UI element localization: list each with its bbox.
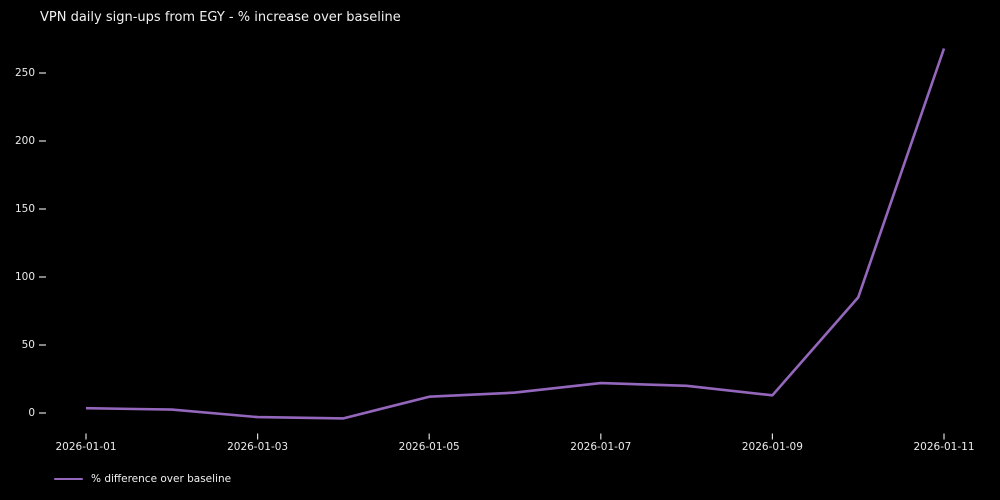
y-tick-label: 200	[14, 135, 35, 147]
x-tick-label: 2026-01-09	[741, 441, 803, 453]
x-tick-label: 2026-01-05	[398, 441, 460, 453]
y-tick-label: 150	[14, 203, 35, 215]
y-tick-label: 0	[28, 407, 35, 419]
x-tick-label: 2026-01-01	[55, 441, 117, 453]
y-tick-label: 50	[21, 339, 35, 351]
x-tick-label: 2026-01-07	[570, 441, 632, 453]
x-tick-label: 2026-01-03	[227, 441, 289, 453]
legend-label: % difference over baseline	[91, 473, 232, 485]
y-tick-label: 250	[14, 67, 35, 79]
legend-line-swatch	[54, 477, 83, 481]
x-tick-label: 2026-01-11	[913, 441, 975, 453]
data-line	[85, 48, 946, 420]
y-tick-label: 100	[14, 271, 35, 283]
legend: % difference over baseline	[54, 472, 231, 486]
chart-title: VPN daily sign-ups from EGY - % increase…	[40, 10, 401, 25]
